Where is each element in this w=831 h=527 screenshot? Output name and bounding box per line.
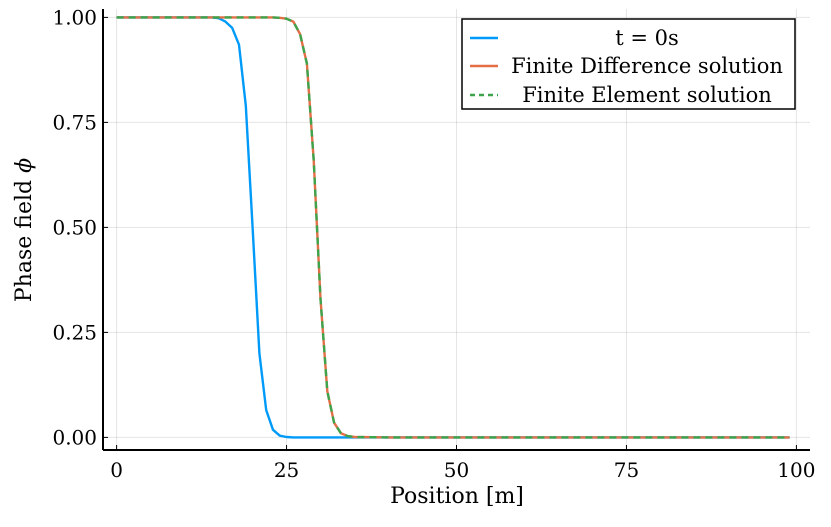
- x-tick-label-3: 75: [614, 458, 639, 482]
- series-lines: [116, 16, 790, 439]
- y-tick-label-2: 0.50: [52, 215, 97, 239]
- x-axis-title: Position [m]: [390, 484, 524, 509]
- series-line-2: [116, 16, 790, 439]
- x-tick-label-1: 25: [274, 458, 299, 482]
- y-tick-label-4: 1.00: [52, 5, 97, 29]
- x-tick-label-0: 0: [110, 458, 123, 482]
- x-tick-label-2: 50: [444, 458, 469, 482]
- legend-label-2: Finite Element solution: [522, 83, 772, 107]
- legend-label-0: t = 0s: [615, 26, 679, 50]
- y-tick-label-1: 0.25: [52, 320, 97, 344]
- y-tick-label-0: 0.00: [52, 425, 97, 449]
- axes: [102, 9, 810, 451]
- y-axis-title-text: Phase field: [12, 180, 37, 302]
- y-axis-title-symbol: ϕ: [12, 158, 37, 173]
- y-tick-label-3: 0.75: [52, 110, 97, 134]
- legend-label-1: Finite Difference solution: [511, 54, 783, 78]
- legend: t = 0s Finite Difference solution Finite E…: [461, 18, 796, 110]
- tick-labels: 0 25 50 75 100 0.00 0.25 0.50 0.75 1.00: [52, 5, 815, 482]
- y-axis-title: Phase field ϕ: [12, 158, 37, 302]
- x-tick-label-4: 100: [777, 458, 815, 482]
- legend-box: [461, 18, 796, 110]
